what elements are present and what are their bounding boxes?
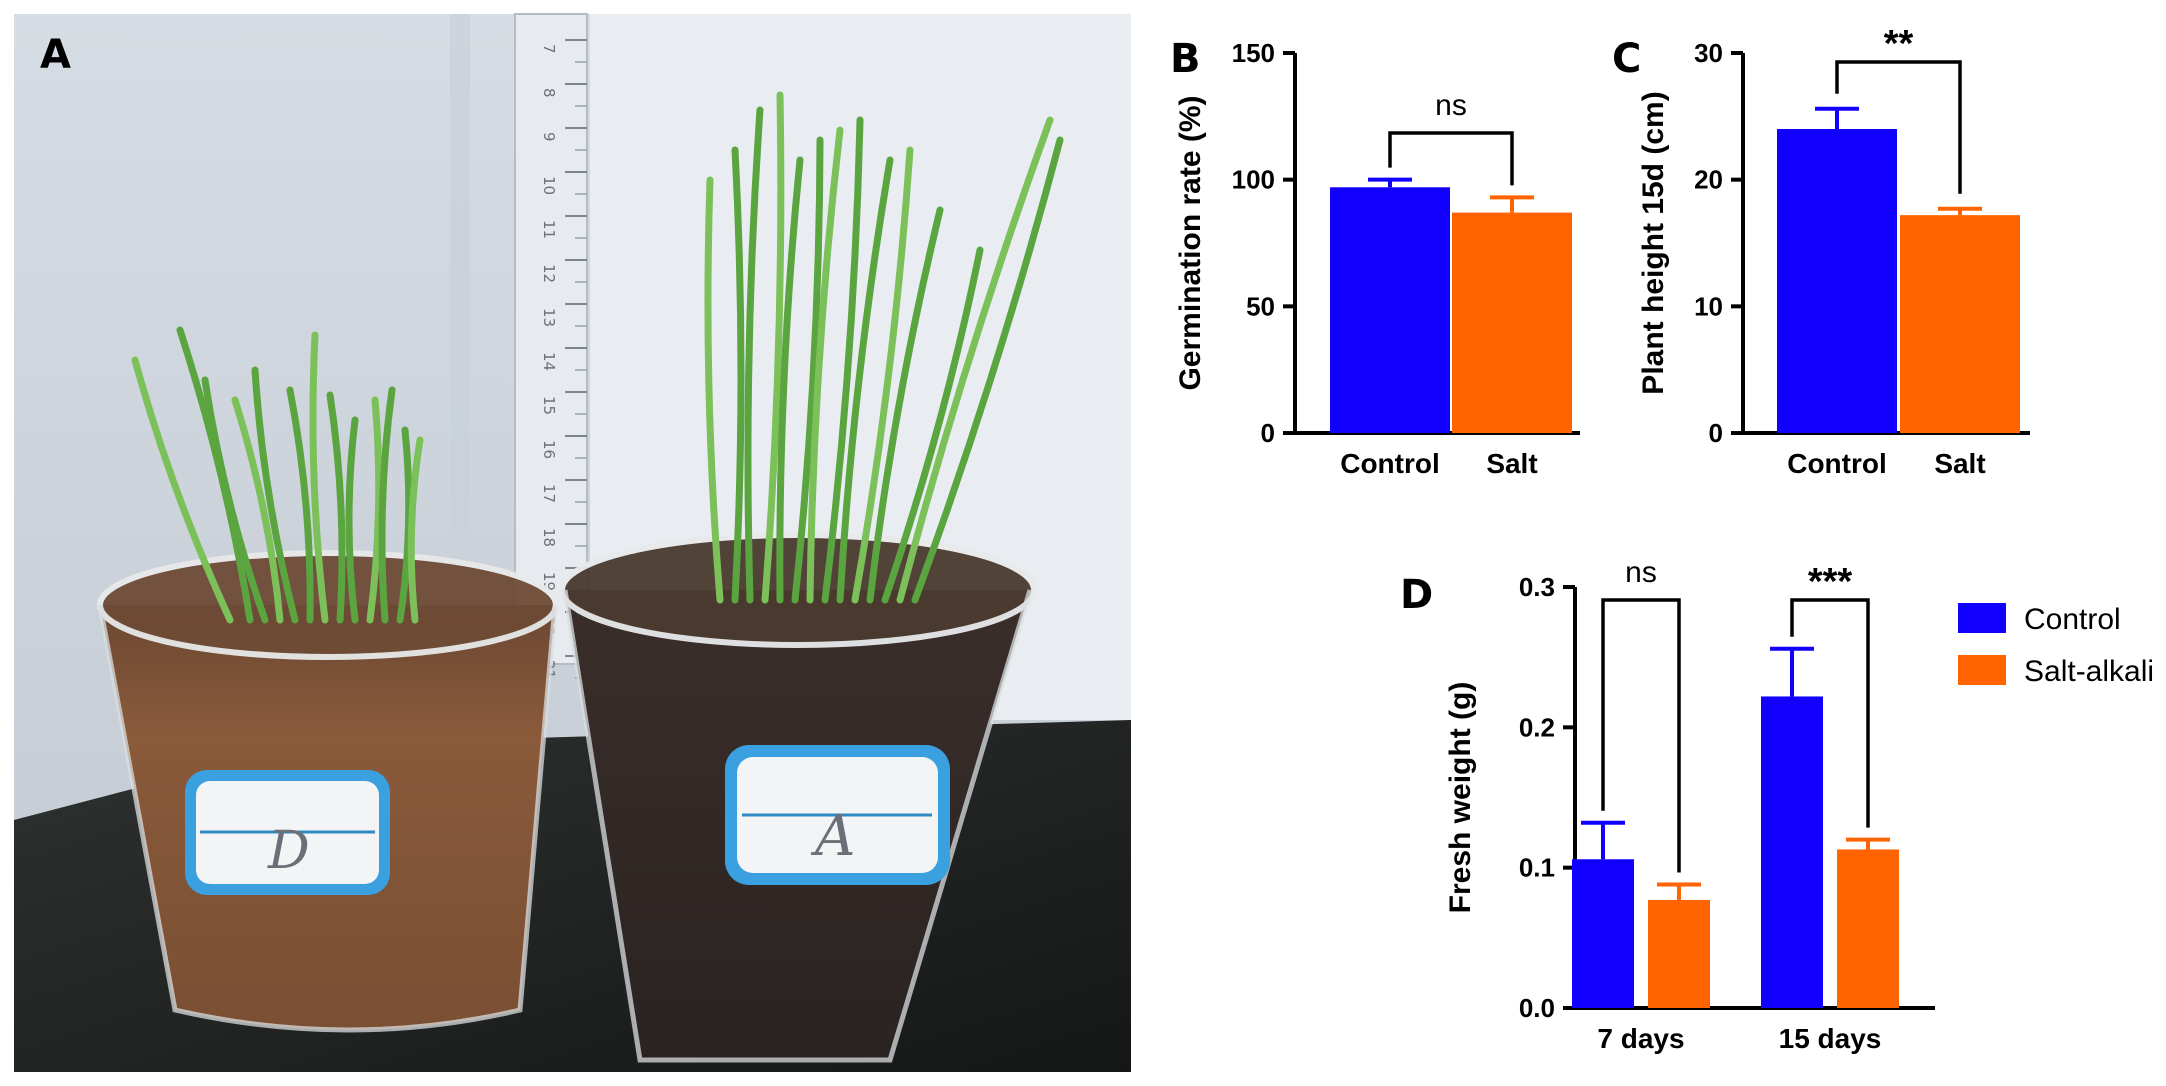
ruler-tick-label: 15 [540,396,558,415]
x-tick-label: Control [1340,448,1440,479]
y-tick-label: 0.0 [1519,993,1555,1023]
y-tick-label: 0.2 [1519,712,1555,742]
legend-label: Control [2024,603,2121,636]
y-axis-title: Plant height 15d (cm) [1637,91,1670,394]
bar [1648,899,1710,1008]
seedling-blade [366,396,383,624]
seedling-blade [201,376,269,624]
seedling-blade [407,436,424,624]
y-tick-label: 150 [1232,38,1275,68]
seedling-blade [345,416,359,624]
seedling-blade [881,246,984,604]
seedling-blade [231,396,284,624]
legend-label: Salt-alkali [2024,655,2154,688]
bar [1837,849,1899,1008]
significance-label: ns [1625,556,1657,589]
y-axis-title: Germination rate (%) [1174,95,1207,390]
y-tick-label: 10 [1694,291,1723,321]
y-tick-label: 30 [1694,38,1723,68]
seedling-blade [896,116,1054,604]
ruler-tick-label: 14 [540,352,558,371]
ruler-tick-label: 8 [540,88,558,98]
y-tick-label: 20 [1694,165,1723,195]
pot-label-text: D [267,821,310,881]
pot-label-text: A [810,804,855,869]
seedling-blade [761,91,785,604]
ruler-tick-label: 13 [540,308,558,327]
chart-c: 0 10 20 30 Plant height 15d (cm) Control Salt *… [1612,23,2030,479]
seedling-blade [806,126,844,604]
panel-letter-b: B [1170,36,1201,82]
bar [1572,859,1634,1008]
y-tick-label: 100 [1232,165,1275,195]
chart-d: 0.0 0.1 0.2 0.3 Fresh weight (g) 7 days 15 day… [1400,556,2154,1054]
seedling-blade [776,156,804,604]
bar [1777,129,1897,433]
ruler-tick-label: 16 [540,440,558,459]
bar [1452,212,1572,433]
significance-label: ** [1884,23,1914,65]
bar [1330,187,1450,433]
ruler-tick-label: 11 [540,220,558,239]
seedling-blade [791,136,824,604]
seedling-blade [851,146,914,604]
x-tick-label: Control [1787,448,1887,479]
seedling-blade [911,136,1064,604]
y-tick-label: 0 [1709,418,1723,448]
panel-letter-c: C [1612,36,1641,82]
legend-swatch [1958,655,2006,685]
y-tick-label: 0.3 [1519,572,1555,602]
ruler-tick-label: 10 [540,176,558,195]
significance-bracket [1601,598,1681,873]
stake [450,14,470,534]
significance-bracket [1835,60,1962,194]
seedling-blade [836,156,894,604]
seedling-blade [866,206,944,604]
pot-a: A [559,91,1064,1063]
significance-bracket [1388,131,1514,186]
x-tick-label: Salt [1486,448,1537,479]
seedling-blade [131,356,234,624]
chart-b: 0 50 100 150 Germination rate (%) Control Salt… [1170,36,1580,479]
bar [1761,696,1823,1008]
ruler-tick-label: 9 [540,132,558,142]
seedling-blade [326,391,346,624]
ruler-tick-label: 12 [540,264,558,283]
bar [1900,215,2020,433]
seedling-blade [744,106,764,604]
y-tick-label: 50 [1246,291,1275,321]
y-axis-title: Fresh weight (g) [1444,682,1477,914]
seedling-blade [378,386,396,624]
x-tick-label: Salt [1934,448,1985,479]
ruler-tick-label: 17 [540,484,558,503]
seedling-blade [821,116,864,604]
significance-label: *** [1808,561,1853,603]
pot-d-label: D [185,770,390,895]
significance-label: ns [1435,89,1467,122]
ruler-tick-label: 18 [540,528,558,547]
seedling-blade [286,386,314,624]
seedling-blade [731,146,745,604]
pot-a-label: A [725,745,950,885]
pot-d: D [97,326,559,1033]
y-tick-label: 0 [1261,418,1275,448]
panel-a-photo: 789101112131415161718192021 D [14,13,1131,1072]
panel-letter-d: D [1400,572,1433,618]
seedling-blade [704,176,724,604]
ruler-tick-label: 7 [540,44,558,54]
y-tick-label: 0.1 [1519,853,1555,883]
seedling-blade [309,331,329,624]
x-tick-label: 7 days [1597,1023,1684,1054]
significance-bracket [1790,598,1870,828]
panel-letter-a: A [40,32,71,78]
legend-swatch [1958,603,2006,633]
seedling-blade [251,366,299,624]
x-tick-label: 15 days [1779,1023,1882,1054]
